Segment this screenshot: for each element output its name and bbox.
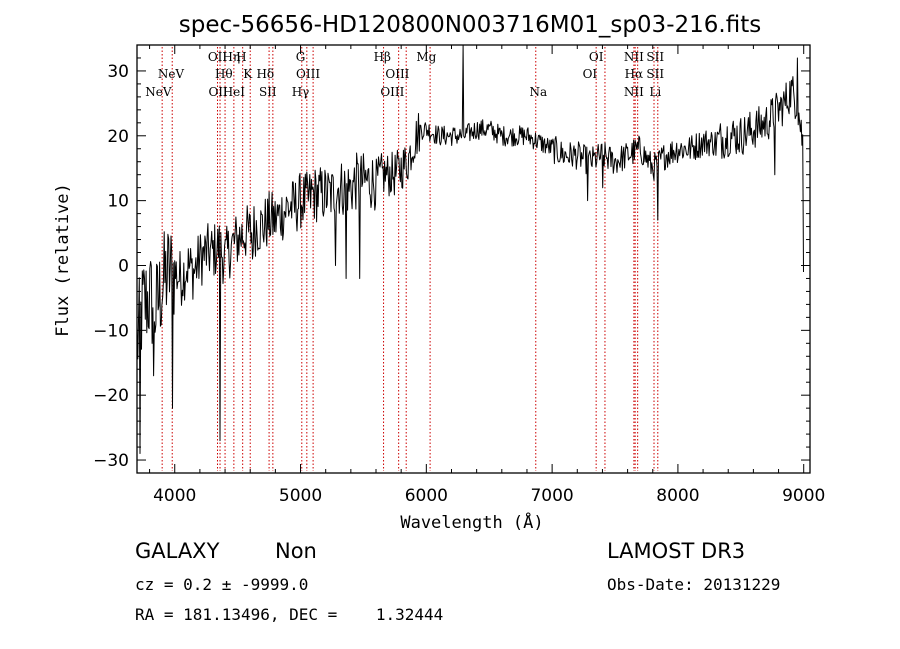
y-axis-label: Flux (relative): [53, 183, 73, 337]
y-tick-label: 10: [107, 192, 129, 212]
spectrum-series: [136, 44, 804, 454]
y-axis: −30 −20 −10 0 10 20 30: [93, 57, 810, 471]
x-axis-label: Wavelength (Å): [400, 511, 543, 533]
spectral-line-label: NeV: [158, 67, 185, 81]
y-tick-label: 20: [107, 127, 129, 147]
spectral-line-label: Hγ: [292, 85, 310, 99]
spectral-line-label: SII: [646, 67, 664, 81]
redshift-text: cz = 0.2 ± -9999.0: [135, 575, 309, 594]
spectral-line-label: Na: [529, 85, 547, 99]
spectral-line-label: Hδ: [256, 67, 274, 81]
spectral-line-label: OIII: [385, 67, 409, 81]
spectral-line-label: OII: [208, 50, 228, 64]
spectral-line-label: HeI: [223, 85, 246, 99]
y-tick-label: 0: [118, 256, 129, 276]
object-subclass: Non: [275, 539, 317, 563]
x-tick-label: 4000: [153, 486, 196, 506]
spectral-line-labels: NeV NeV OII OII Hθ Hη HeI HK Hδ SII G OIII Hγ Hβ OIII O…: [145, 50, 664, 99]
spectral-line-label: Hθ: [215, 67, 233, 81]
spectral-line-label: OIII: [380, 85, 404, 99]
spectral-line-markers: [161, 47, 659, 471]
spectral-line-label: H: [236, 50, 246, 64]
spectral-line-label: Mg: [416, 50, 436, 64]
x-tick-label: 6000: [405, 486, 448, 506]
spectral-line-label: Hβ: [374, 50, 391, 64]
spectral-line-label: OIII: [296, 67, 320, 81]
spectral-line-label: Hη: [223, 50, 241, 64]
spectral-line-label: NeV: [145, 85, 172, 99]
y-tick-label: −10: [93, 321, 129, 341]
spectral-line-label: OI: [583, 67, 598, 81]
x-axis: 4000 5000 6000 7000 8000 9000: [149, 45, 825, 506]
spectral-line-label: SII: [646, 50, 664, 64]
spectral-line-label: K: [243, 67, 253, 81]
x-tick-label: 7000: [530, 486, 573, 506]
spectral-line-label: OI: [589, 50, 604, 64]
spectral-line-label: OII: [208, 85, 228, 99]
obs-date: Obs-Date: 20131229: [607, 575, 781, 594]
object-class: GALAXY: [135, 539, 220, 563]
spectrum-line: [136, 44, 804, 454]
y-tick-label: 30: [107, 62, 129, 82]
spectral-line-label: G: [296, 50, 306, 64]
spectral-line-label: Li: [649, 85, 661, 99]
x-tick-label: 5000: [279, 486, 322, 506]
coordinates-text: RA = 181.13496, DEC = 1.32444: [135, 605, 444, 624]
plot-frame: [136, 44, 811, 474]
spectral-line-label: NII: [624, 50, 644, 64]
y-tick-label: −30: [93, 451, 129, 471]
chart-title: spec-56656-HD120800N003716M01_sp03-216.f…: [179, 12, 761, 38]
spectral-line-label: Hα: [625, 67, 644, 81]
spectral-line-label: SII: [259, 85, 277, 99]
x-tick-label: 9000: [782, 486, 825, 506]
y-tick-label: −20: [93, 386, 129, 406]
survey-name: LAMOST DR3: [607, 539, 746, 563]
spectral-line-label: NII: [624, 85, 644, 99]
x-tick-label: 8000: [656, 486, 699, 506]
